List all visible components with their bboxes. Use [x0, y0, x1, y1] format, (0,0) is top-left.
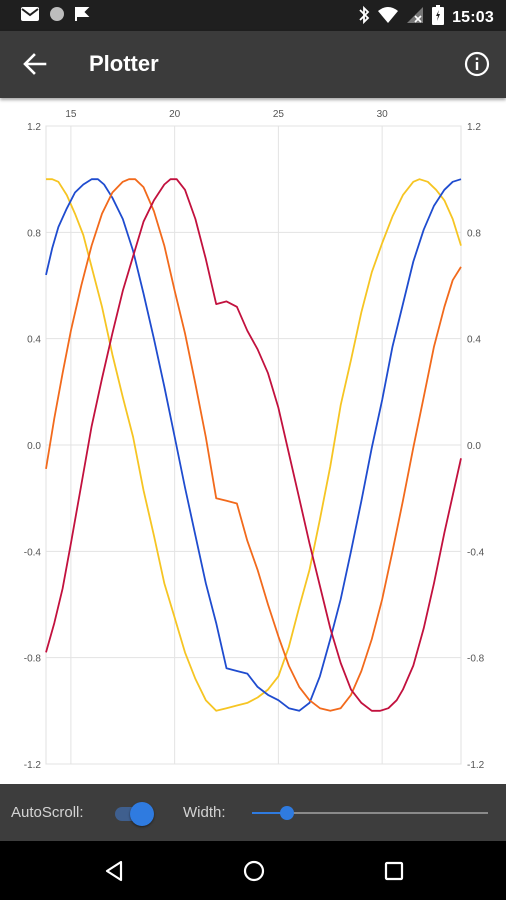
- clock: 15:03: [452, 8, 494, 26]
- no-signal-icon: [406, 6, 424, 29]
- flag-icon: [74, 6, 90, 27]
- series-line-1: [46, 178, 462, 712]
- y-tick-label-right: -0.4: [467, 547, 485, 558]
- y-tick-label-left: -1.2: [24, 760, 42, 771]
- arrow-back-icon: [20, 53, 50, 83]
- slider-fill: [252, 812, 288, 814]
- page-title: Plotter: [89, 51, 159, 76]
- x-tick-label: 15: [65, 109, 77, 120]
- line-chart[interactable]: 1.2 1.2 0.8 0.8 0.4 0.4 0.0 0.0 -0.4 -0.4 -0.8 -0.8…: [0, 98, 506, 784]
- switch-thumb: [130, 802, 154, 826]
- nav-back-button[interactable]: [101, 858, 127, 884]
- status-bar: 15:03: [0, 0, 506, 31]
- y-tick-label-left: 0.0: [27, 441, 41, 452]
- nav-recents-button[interactable]: [381, 858, 407, 884]
- y-tick-label-right: -0.8: [467, 654, 485, 665]
- y-tick-label-right: 0.0: [467, 441, 481, 452]
- nav-home-button[interactable]: [241, 858, 267, 884]
- y-tick-label-right: -1.2: [467, 760, 485, 771]
- back-triangle-icon: [101, 860, 127, 888]
- y-tick-label-left: 1.2: [27, 122, 41, 133]
- y-tick-label-right: 0.8: [467, 228, 481, 239]
- app-bar: Plotter: [0, 31, 506, 98]
- notification-icons: [20, 6, 90, 27]
- slider-track: [252, 812, 488, 814]
- x-tick-label: 30: [377, 109, 389, 120]
- wifi-icon: [378, 6, 399, 29]
- battery-icon: [432, 5, 445, 30]
- x-tick-label: 25: [273, 109, 285, 120]
- y-tick-label-left: -0.8: [24, 654, 42, 665]
- info-button[interactable]: [462, 49, 492, 79]
- x-tick-label: 20: [169, 109, 181, 120]
- slider-thumb[interactable]: [280, 806, 295, 820]
- circle-icon: [49, 6, 65, 27]
- width-slider[interactable]: [252, 800, 488, 826]
- back-button[interactable]: [20, 49, 50, 79]
- autoscroll-switch[interactable]: [115, 801, 155, 827]
- bluetooth-icon: [358, 5, 370, 30]
- series-line-3: [45, 178, 462, 712]
- plot-area[interactable]: 1.2 1.2 0.8 0.8 0.4 0.4 0.0 0.0 -0.4 -0.4 -0.8 -0.8…: [0, 98, 506, 784]
- controls-bar: AutoScroll: Width:: [0, 784, 506, 841]
- series-line-2: [45, 178, 462, 712]
- width-label: Width:: [183, 804, 226, 821]
- y-tick-label-right: 1.2: [467, 122, 481, 133]
- y-tick-label-left: -0.4: [24, 547, 42, 558]
- home-circle-icon: [241, 860, 267, 888]
- info-icon: [462, 51, 492, 83]
- y-tick-label-right: 0.4: [467, 335, 481, 346]
- recents-square-icon: [381, 861, 407, 888]
- y-tick-label-left: 0.8: [27, 228, 41, 239]
- y-tick-label-left: 0.4: [27, 335, 41, 346]
- autoscroll-label: AutoScroll:: [11, 804, 84, 821]
- series-line-4: [45, 178, 462, 712]
- system-icons: 15:03: [358, 5, 494, 30]
- gmail-icon: [20, 6, 40, 27]
- navigation-bar: [0, 841, 506, 900]
